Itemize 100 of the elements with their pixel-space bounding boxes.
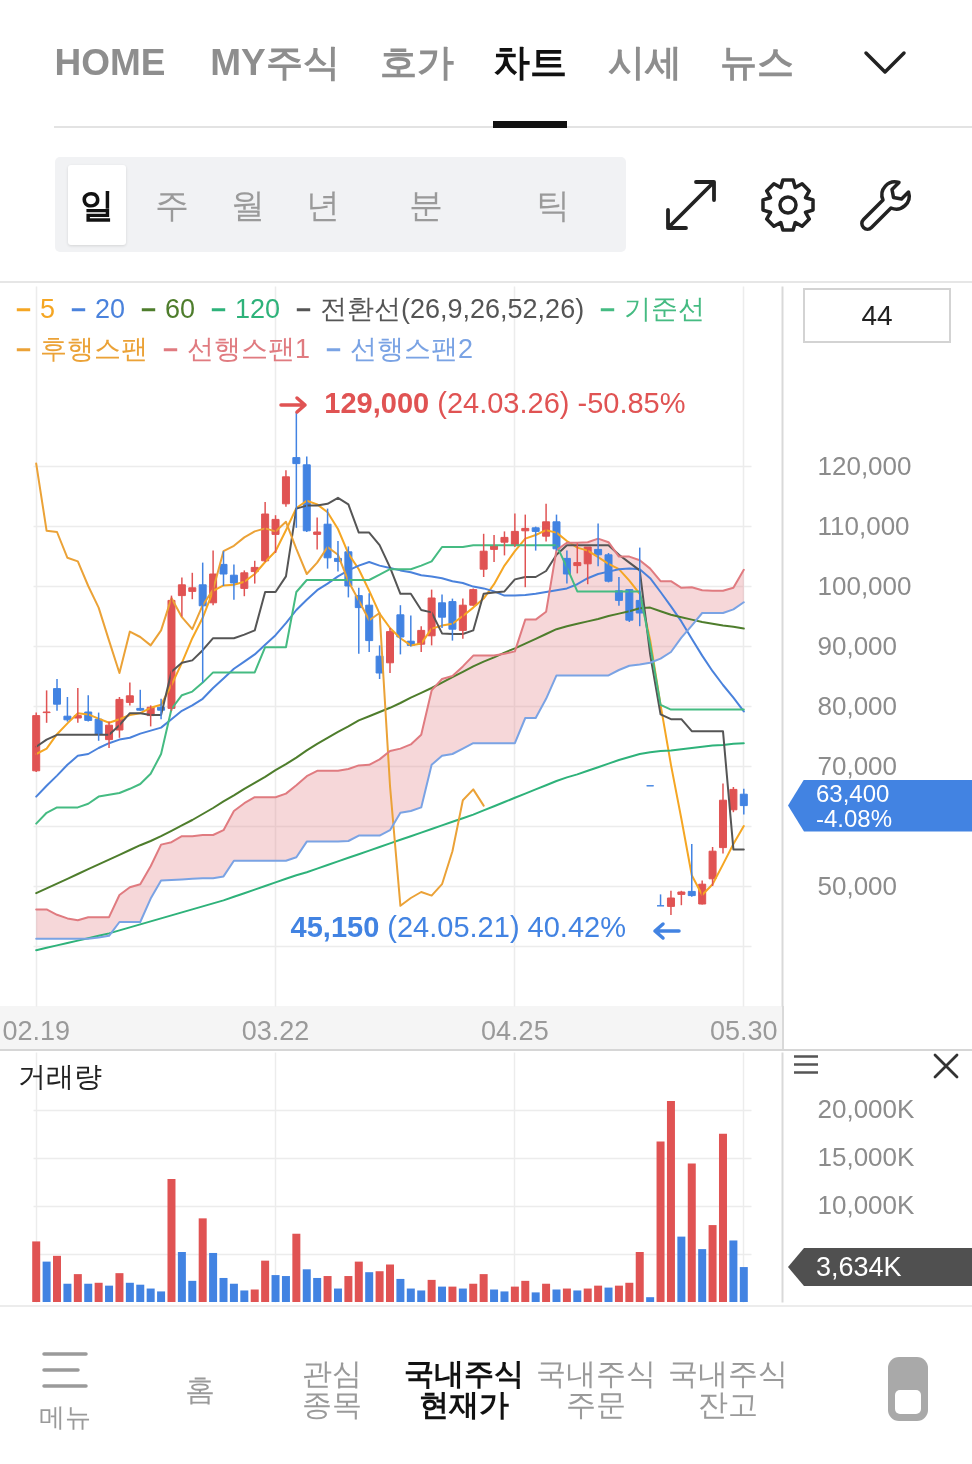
text: HOME — [54, 41, 166, 85]
bar — [198, 1218, 207, 1302]
x-tick-label: 04.25 — [481, 1015, 549, 1046]
annotation: 129,000 (24.03.26) -50.85% — [324, 386, 686, 420]
bar — [438, 1286, 447, 1302]
candlestick — [313, 516, 322, 551]
bar — [386, 1264, 394, 1302]
bar — [458, 1288, 467, 1302]
text: 호가 — [380, 41, 454, 85]
bar — [115, 1273, 124, 1302]
bar — [313, 1277, 322, 1302]
text: 일 — [80, 185, 114, 226]
bar — [105, 1285, 114, 1302]
bar — [542, 1283, 551, 1302]
y-tick-label: 80,000 — [817, 690, 898, 721]
bar — [167, 1178, 176, 1302]
text: 국내주식 잔고 — [668, 1357, 788, 1421]
text: 시세 — [608, 41, 682, 85]
bar — [292, 1233, 301, 1302]
bar — [625, 1282, 634, 1302]
bar — [271, 1275, 280, 1302]
bar — [125, 1282, 134, 1302]
bar — [552, 1289, 561, 1302]
bar — [396, 1278, 405, 1302]
bar — [594, 1285, 603, 1302]
text: 뉴스 — [720, 41, 794, 85]
bar — [240, 1290, 249, 1302]
legend-label: 120 — [235, 293, 281, 324]
y-tick-label: 110,000 — [817, 510, 910, 541]
bar — [53, 1255, 62, 1302]
bar — [344, 1276, 353, 1302]
bar — [42, 1261, 51, 1302]
bar — [469, 1283, 478, 1302]
candlestick — [323, 507, 332, 570]
candlestick — [531, 525, 540, 552]
text: 44 — [803, 288, 951, 343]
bar — [229, 1283, 238, 1302]
bar — [281, 1276, 290, 1302]
bar — [32, 1241, 41, 1302]
bar — [500, 1291, 509, 1302]
bar — [177, 1252, 186, 1302]
bar — [417, 1290, 426, 1302]
candlestick — [448, 597, 457, 642]
text: 차트 — [493, 41, 567, 85]
y-tick-label: 20,000K — [817, 1094, 916, 1125]
candlestick — [500, 530, 509, 557]
candlestick — [573, 542, 582, 575]
text: 63,400 -4.08% — [816, 779, 893, 832]
x-tick-label: 03.22 — [241, 1015, 310, 1046]
bar — [739, 1267, 748, 1302]
text: 홈 — [185, 1372, 215, 1406]
text: 년 — [306, 185, 340, 226]
y-tick-label: 15,000K — [817, 1142, 916, 1173]
bar — [490, 1289, 499, 1302]
text: 3,634K — [816, 1252, 902, 1283]
candlestick — [396, 604, 405, 656]
legend-label: 60 — [165, 293, 196, 324]
text: 주 — [155, 185, 189, 226]
bar — [188, 1280, 197, 1302]
bar — [687, 1163, 696, 1302]
bar — [698, 1249, 707, 1302]
bar — [614, 1285, 623, 1302]
candlestick — [42, 689, 51, 724]
text: 틱 — [536, 185, 570, 226]
bar — [146, 1288, 155, 1302]
bar — [656, 1141, 665, 1302]
bar — [406, 1288, 415, 1302]
y-tick-label: 10,000K — [817, 1190, 916, 1221]
legend-label: 5 — [40, 293, 56, 324]
legend-label: 선행스팬2 — [350, 333, 474, 364]
text: MY주식 — [210, 41, 340, 85]
bar — [646, 1297, 655, 1302]
bar — [302, 1269, 311, 1302]
bar — [354, 1261, 363, 1302]
bar — [250, 1289, 259, 1302]
candlestick — [188, 572, 197, 600]
text: 분 — [409, 185, 443, 226]
annotation: 45,150 (24.05.21) 40.42% — [290, 910, 626, 945]
bar — [448, 1286, 457, 1302]
bar — [219, 1277, 228, 1302]
bar — [427, 1279, 436, 1302]
bar — [718, 1133, 727, 1302]
y-tick-label: 100,000 — [817, 570, 912, 601]
bar — [521, 1280, 530, 1302]
bar — [84, 1283, 93, 1302]
legend-label: 20 — [95, 293, 126, 324]
bar — [63, 1283, 72, 1302]
bar — [604, 1287, 613, 1302]
text: 국내주식 현재가 — [404, 1357, 524, 1421]
text: 국내주식 주문 — [536, 1357, 656, 1421]
y-tick-label: 50,000 — [817, 870, 898, 901]
candlestick — [136, 689, 145, 712]
bar — [729, 1240, 738, 1302]
bar — [708, 1225, 717, 1302]
line-series — [35, 742, 745, 952]
line-series — [35, 462, 485, 907]
candlestick — [94, 711, 103, 742]
bar — [562, 1288, 571, 1302]
chart-title: 거래량 — [18, 1060, 102, 1094]
legend-label: 후행스팬 — [40, 333, 148, 364]
